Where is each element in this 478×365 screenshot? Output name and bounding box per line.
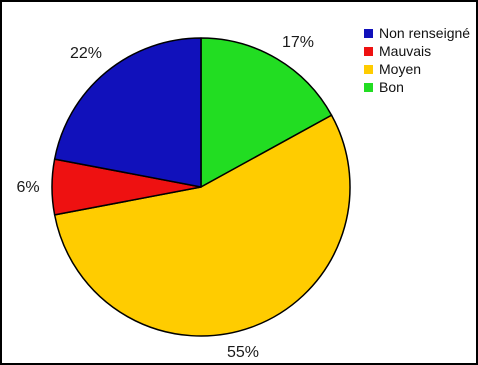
slice-label-bon: 17% <box>282 34 314 51</box>
legend-swatch-mauvais <box>364 47 373 56</box>
legend-item-non-renseigne: Non renseigné <box>364 25 470 41</box>
pie-slice-moyen <box>53 114 351 337</box>
legend-swatch-bon <box>364 83 373 92</box>
legend-item-moyen: Moyen <box>364 61 421 77</box>
slice-label-non-renseigne: 22% <box>70 45 102 62</box>
legend-label-moyen: Moyen <box>379 61 421 77</box>
legend-label-mauvais: Mauvais <box>379 43 431 59</box>
slice-label-mauvais: 6% <box>16 179 39 196</box>
legend-swatch-moyen <box>364 65 373 74</box>
legend-swatch-non-renseigne <box>364 29 373 38</box>
slice-label-moyen: 55% <box>227 344 259 361</box>
slice-labels: 17% 55% 6% 22% <box>16 34 314 361</box>
pie-slices <box>51 37 351 337</box>
legend-item-mauvais: Mauvais <box>364 43 431 59</box>
legend: Non renseigné Mauvais Moyen Bon <box>364 25 470 95</box>
pie-slice-non-renseigne <box>53 37 202 188</box>
legend-label-bon: Bon <box>379 79 404 95</box>
legend-item-bon: Bon <box>364 79 404 95</box>
legend-label-non-renseigne: Non renseigné <box>379 25 470 41</box>
pie-slice-bon <box>200 37 333 188</box>
